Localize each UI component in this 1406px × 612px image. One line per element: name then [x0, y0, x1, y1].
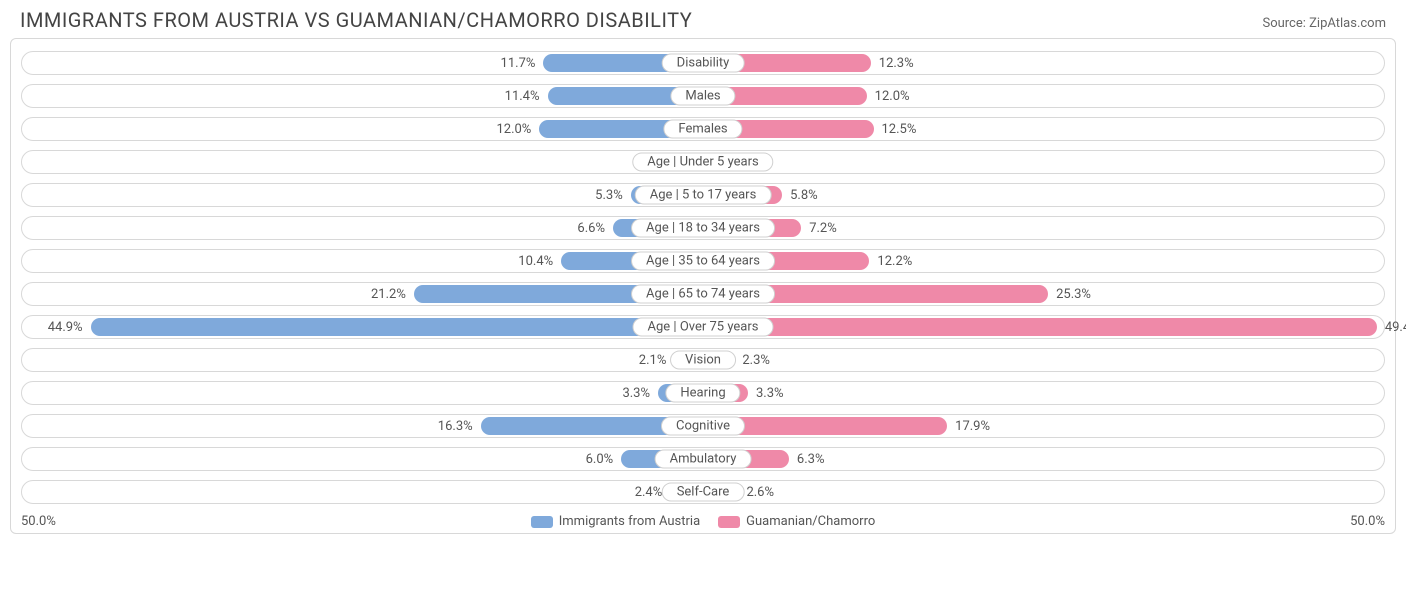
category-label: Age | 35 to 64 years: [631, 252, 775, 271]
value-right: 49.4%: [1385, 312, 1406, 342]
chart-row: 21.2% 25.3% Age | 65 to 74 years: [21, 279, 1385, 309]
legend-label-right: Guamanian/Chamorro: [746, 514, 875, 529]
value-right: 2.3%: [742, 345, 770, 375]
chart-row: 11.4% 12.0% Males: [21, 81, 1385, 111]
category-label: Self-Care: [662, 483, 745, 502]
chart-footer: 50.0% Immigrants from Austria Guamanian/…: [11, 510, 1395, 529]
header: IMMIGRANTS FROM AUSTRIA VS GUAMANIAN/CHA…: [0, 0, 1406, 38]
value-left: 6.0%: [586, 444, 614, 474]
value-left: 10.4%: [518, 246, 553, 276]
chart-row: 44.9%49.4%Age | Over 75 years: [21, 312, 1385, 342]
chart-row: 12.0% 12.5% Females: [21, 114, 1385, 144]
value-left: 3.3%: [622, 378, 650, 408]
chart-row: 3.3% 3.3% Hearing: [21, 378, 1385, 408]
value-right: 6.3%: [797, 444, 825, 474]
source-attribution: Source: ZipAtlas.com: [1262, 16, 1386, 31]
value-right: 5.8%: [790, 180, 818, 210]
value-left: 2.1%: [639, 345, 667, 375]
value-right: 12.2%: [877, 246, 912, 276]
value-left: 11.4%: [505, 81, 540, 111]
value-left: 6.6%: [577, 213, 605, 243]
bar-right: [703, 318, 1377, 336]
value-right: 12.0%: [875, 81, 910, 111]
value-left: 11.7%: [501, 48, 536, 78]
axis-left-max: 50.0%: [21, 514, 56, 529]
chart-row: 2.1% 2.3% Vision: [21, 345, 1385, 375]
category-label: Females: [663, 120, 742, 139]
value-right: 12.5%: [882, 114, 917, 144]
legend-item-left: Immigrants from Austria: [531, 514, 700, 529]
value-right: 2.6%: [746, 477, 774, 507]
chart-row: 2.4% 2.6%Self-Care: [21, 477, 1385, 507]
value-left: 16.3%: [438, 411, 473, 441]
chart-row: 10.4% 12.2% Age | 35 to 64 years: [21, 246, 1385, 276]
page-title: IMMIGRANTS FROM AUSTRIA VS GUAMANIAN/CHA…: [20, 8, 692, 32]
category-label: Males: [670, 87, 735, 106]
category-label: Cognitive: [661, 417, 745, 436]
category-label: Age | Over 75 years: [633, 318, 774, 337]
category-label: Age | 5 to 17 years: [635, 186, 772, 205]
category-label: Disability: [662, 54, 745, 73]
legend: Immigrants from Austria Guamanian/Chamor…: [531, 514, 876, 529]
value-left: 21.2%: [371, 279, 406, 309]
value-right: 12.3%: [879, 48, 914, 78]
chart-row: 6.6% 7.2% Age | 18 to 34 years: [21, 213, 1385, 243]
value-left: 12.0%: [496, 114, 531, 144]
category-label: Hearing: [665, 384, 740, 403]
chart-row: 5.3% 5.8% Age | 5 to 17 years: [21, 180, 1385, 210]
legend-swatch-right: [718, 516, 740, 528]
chart-row: 16.3% 17.9% Cognitive: [21, 411, 1385, 441]
value-left: 2.4%: [635, 477, 663, 507]
legend-label-left: Immigrants from Austria: [559, 514, 700, 529]
chart-row: 11.7% 12.3% Disability: [21, 48, 1385, 78]
value-right: 25.3%: [1056, 279, 1091, 309]
chart-container: 11.7%12.3%Disability11.4%12.0%Males12.0%…: [10, 38, 1396, 534]
chart-row: 6.0% 6.3% Ambulatory: [21, 444, 1385, 474]
bar-left: [91, 318, 703, 336]
value-right: 17.9%: [955, 411, 990, 441]
axis-right-max: 50.0%: [1350, 514, 1385, 529]
chart-row: 1.3%1.2%Age | Under 5 years: [21, 147, 1385, 177]
chart-rows: 11.7%12.3%Disability11.4%12.0%Males12.0%…: [11, 48, 1395, 507]
legend-swatch-left: [531, 516, 553, 528]
value-left: 5.3%: [595, 180, 623, 210]
category-label: Ambulatory: [655, 450, 752, 469]
legend-item-right: Guamanian/Chamorro: [718, 514, 875, 529]
category-label: Age | 18 to 34 years: [631, 219, 775, 238]
value-right: 7.2%: [809, 213, 837, 243]
value-left: 44.9%: [48, 312, 83, 342]
category-label: Age | 65 to 74 years: [631, 285, 775, 304]
value-right: 3.3%: [756, 378, 784, 408]
category-label: Age | Under 5 years: [632, 153, 773, 172]
category-label: Vision: [670, 351, 736, 370]
